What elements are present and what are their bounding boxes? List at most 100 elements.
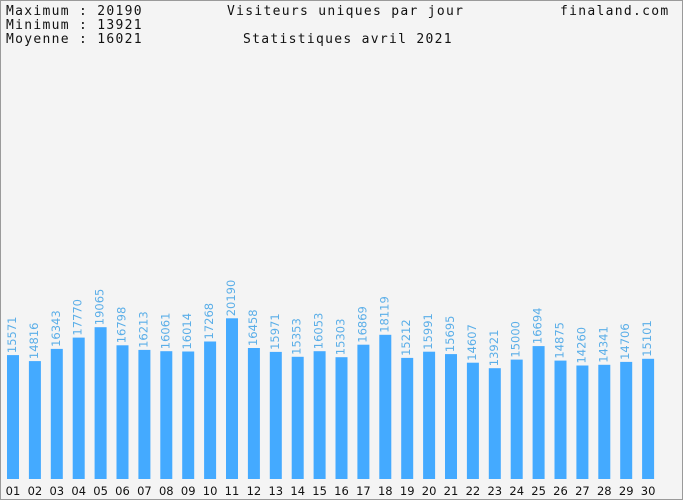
x-tick-label: 06 [115, 484, 130, 498]
x-tick-label: 22 [466, 484, 481, 498]
bar-value-label: 15991 [421, 313, 435, 350]
bar-value-label: 15101 [640, 320, 654, 357]
bar-day-13 [269, 351, 282, 479]
x-tick-label: 26 [553, 484, 568, 498]
x-tick-label: 01 [6, 484, 21, 498]
x-tick-label: 14 [290, 484, 305, 498]
bar-value-label: 18119 [377, 296, 391, 333]
bar-day-05 [94, 327, 107, 479]
bar-day-04 [72, 337, 85, 479]
bar-value-label: 15353 [290, 318, 304, 355]
x-tick-label: 18 [378, 484, 393, 498]
x-tick-label: 11 [225, 484, 240, 498]
bar-value-label: 16014 [180, 313, 194, 350]
bar-value-label: 14341 [596, 326, 610, 363]
max-label: Maximum [6, 4, 70, 19]
max-value: 20190 [97, 4, 143, 19]
x-tick-label: 09 [181, 484, 196, 498]
x-tick-label: 04 [71, 484, 86, 498]
bar-day-24 [510, 359, 523, 479]
bar-day-01 [7, 355, 19, 479]
max-stat: Maximum : 20190 [6, 4, 143, 19]
bar-day-03 [50, 348, 63, 479]
bar-value-label: 16061 [158, 313, 172, 350]
bar-value-label: 16694 [531, 308, 545, 345]
avg-stat: Moyenne : 16021 [6, 32, 143, 47]
bar-value-label: 14816 [27, 323, 41, 360]
bar-value-label: 14607 [465, 324, 479, 361]
bar-day-08 [160, 351, 173, 479]
x-tick-label: 15 [312, 484, 327, 498]
x-tick-label: 20 [422, 484, 437, 498]
bar-day-15 [313, 351, 326, 479]
x-tick-label: 29 [619, 484, 634, 498]
bar-day-18 [379, 334, 392, 479]
bar-day-30 [642, 358, 655, 479]
x-tick-label: 21 [444, 484, 459, 498]
bar-value-label: 15695 [443, 316, 457, 353]
bar-value-label: 15212 [399, 319, 413, 356]
bar-day-12 [247, 348, 260, 479]
x-tick-label: 03 [49, 484, 64, 498]
bar-day-23 [488, 368, 501, 479]
bar-day-20 [423, 351, 436, 479]
bar-day-17 [357, 344, 370, 479]
avg-label: Moyenne [6, 32, 70, 47]
x-tick-label: 27 [575, 484, 590, 498]
bar-value-label: 20190 [224, 280, 238, 317]
bar-day-27 [576, 365, 589, 479]
bar-day-29 [620, 361, 633, 479]
bar-value-label: 14706 [618, 323, 632, 360]
bar-value-label: 13921 [487, 330, 501, 367]
bar-day-26 [554, 360, 567, 479]
bar-value-label: 16798 [115, 307, 129, 344]
bar-value-label: 15571 [5, 317, 19, 354]
bar-value-label: 14260 [574, 327, 588, 364]
x-tick-label: 07 [137, 484, 152, 498]
x-tick-label: 02 [28, 484, 43, 498]
bar-value-label: 16053 [312, 313, 326, 350]
min-label: Minimum [6, 18, 70, 33]
x-tick-label: 17 [356, 484, 371, 498]
x-tick-label: 13 [268, 484, 283, 498]
x-tick-label: 16 [334, 484, 349, 498]
bar-value-label: 17770 [71, 299, 85, 336]
bar-day-22 [466, 362, 479, 479]
chart-title: Visiteurs uniques par jour [227, 4, 465, 19]
x-tick-label: 30 [641, 484, 656, 498]
x-tick-label: 12 [247, 484, 262, 498]
bar-value-label: 17268 [202, 303, 216, 340]
x-tick-label: 24 [509, 484, 524, 498]
bar-day-19 [401, 357, 414, 479]
bar-day-02 [28, 361, 41, 479]
bar-value-label: 16458 [246, 309, 260, 346]
bar-day-11 [226, 318, 238, 479]
bar-day-07 [138, 349, 151, 479]
bar-value-label: 15303 [334, 319, 348, 356]
bar-value-label: 16343 [49, 310, 63, 347]
avg-value: 16021 [97, 32, 143, 47]
bar-day-25 [532, 346, 545, 479]
bar-value-label: 14875 [553, 322, 567, 359]
x-tick-label: 23 [487, 484, 502, 498]
bar-day-06 [116, 345, 129, 479]
bar-day-28 [598, 364, 611, 479]
bar-value-label: 19065 [93, 289, 107, 326]
bar-value-label: 15971 [268, 313, 282, 350]
x-tick-label: 05 [93, 484, 108, 498]
x-tick-label: 10 [203, 484, 218, 498]
site-name: finaland.com [560, 4, 670, 19]
bar-day-21 [445, 354, 457, 479]
x-tick-label: 28 [597, 484, 612, 498]
bar-day-09 [182, 351, 195, 479]
bar-day-10 [204, 341, 217, 479]
min-stat: Minimum : 13921 [6, 18, 143, 33]
bar-value-label: 16213 [136, 311, 150, 348]
chart-subtitle: Statistiques avril 2021 [243, 32, 453, 47]
bar-day-16 [335, 357, 348, 479]
x-tick-label: 25 [531, 484, 546, 498]
x-tick-label: 19 [400, 484, 415, 498]
bar-value-label: 15000 [509, 321, 523, 358]
